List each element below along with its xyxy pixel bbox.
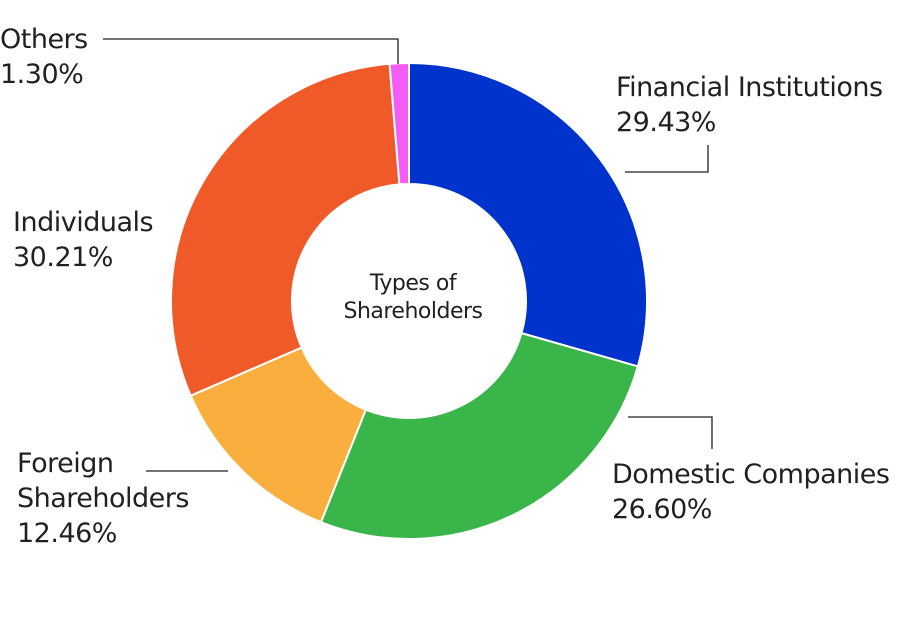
slice-label-foreign-shareholders: Foreign Shareholders 12.46% [17, 446, 189, 551]
slice-label-domestic-companies: Domestic Companies 26.60% [612, 457, 890, 527]
slice-value: 1.30% [0, 59, 84, 90]
slice-name: Financial Institutions [616, 72, 883, 103]
center-label-line-1: Types of [369, 271, 457, 296]
leader-line-others [103, 38, 399, 64]
slice-name: Domestic Companies [612, 459, 890, 490]
slice-value: 26.60% [612, 494, 712, 525]
center-label-line-2: Shareholders [343, 299, 483, 324]
slices-group [170, 61, 648, 540]
slice-label-financial-institutions: Financial Institutions 29.43% [616, 70, 883, 140]
donut-slice-domestic-companies [319, 331, 640, 540]
donut-slice-financial-institutions [408, 61, 648, 368]
slice-name-line-2: Shareholders [17, 483, 189, 514]
slice-value: 29.43% [616, 107, 716, 138]
slice-value: 12.46% [17, 518, 117, 549]
slice-name: Individuals [13, 207, 154, 238]
chart-center-label: Types of Shareholders [313, 270, 513, 326]
slice-label-others: Others 1.30% [0, 22, 88, 92]
leader-line-financial-institutions [625, 145, 709, 173]
donut-slice-individuals [170, 62, 401, 397]
slice-label-individuals: Individuals 30.21% [13, 205, 154, 275]
slice-name: Others [0, 24, 88, 55]
leader-line-domestic-companies [628, 416, 713, 449]
slice-value: 30.21% [13, 242, 113, 273]
leader-lines [103, 38, 713, 472]
donut-slice-others [388, 61, 410, 186]
slice-name-line-1: Foreign [17, 448, 114, 479]
